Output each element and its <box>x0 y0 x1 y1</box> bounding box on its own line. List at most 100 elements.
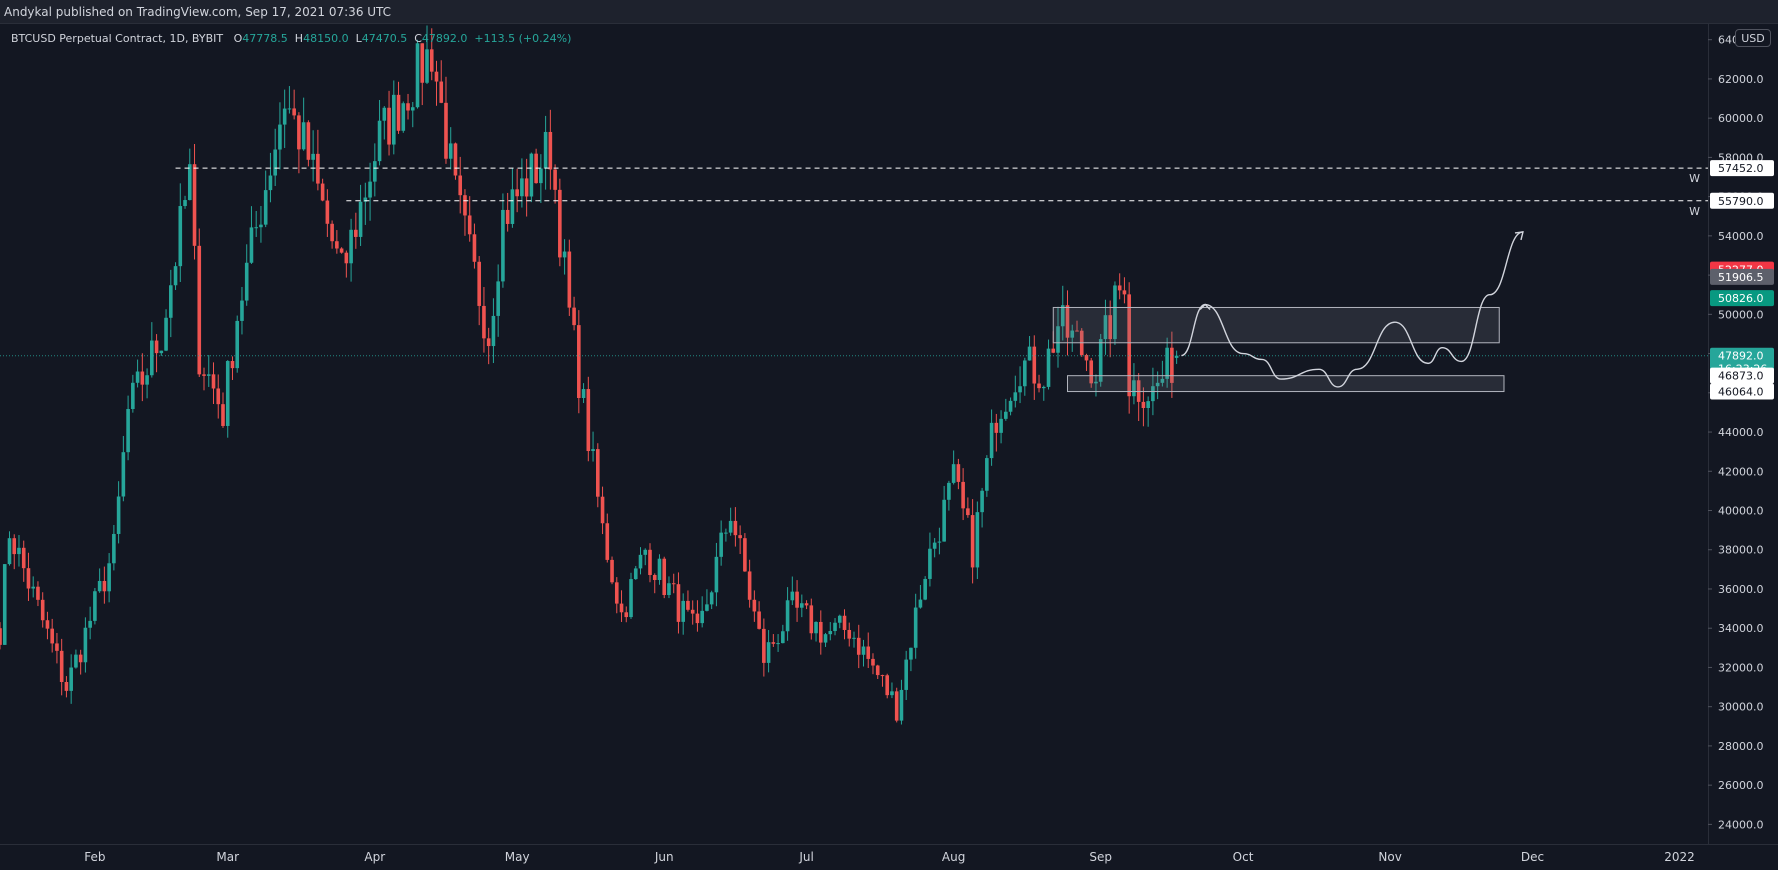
candle-body <box>55 643 59 651</box>
candle-body <box>482 305 486 339</box>
price-tick-label: 50000.0 <box>1718 308 1764 321</box>
candle-body <box>1108 315 1113 340</box>
candle-body <box>581 389 586 399</box>
candle-body <box>605 523 610 560</box>
candle-body <box>1146 401 1150 409</box>
candle-body <box>249 227 254 263</box>
candle-body <box>752 599 757 612</box>
price-tick-label: 26000.0 <box>1718 779 1764 792</box>
price-tick-label: 36000.0 <box>1718 583 1764 596</box>
candle-body <box>961 481 965 509</box>
candle-body <box>1089 360 1094 384</box>
candle-body <box>107 563 111 592</box>
candle-body <box>1127 294 1131 397</box>
candle-body <box>548 131 553 170</box>
level-tag: W <box>1689 205 1700 218</box>
low-key: L <box>355 32 362 45</box>
candle-body <box>102 580 107 592</box>
time-tick-label: 2022 <box>1664 850 1695 864</box>
candle-body <box>330 223 334 242</box>
candle-body <box>1151 386 1155 402</box>
candle-body <box>97 580 102 592</box>
candle-body <box>652 574 657 581</box>
candle-body <box>463 195 467 216</box>
candle-body <box>989 422 994 459</box>
candle-body <box>268 175 273 191</box>
candle-body <box>757 611 761 629</box>
candle-body <box>909 647 913 660</box>
price-axis-label: 47892.0 <box>1718 350 1764 363</box>
candle-body <box>719 532 723 557</box>
candle-body <box>633 568 638 580</box>
candle-body <box>852 637 856 639</box>
candle-body <box>112 533 116 564</box>
candle-body <box>363 197 368 202</box>
price-tick-label: 54000.0 <box>1718 230 1764 243</box>
candle-body <box>1027 346 1032 361</box>
candle-body <box>932 542 937 549</box>
candle-body <box>7 538 12 565</box>
price-axis-label: 46873.0 <box>1718 370 1764 383</box>
candlestick-chart[interactable]: 24000.0 26000.0 28000.0 30000.0 32000.0 34000… <box>0 24 1778 870</box>
candle-body <box>491 315 496 347</box>
candle-body <box>539 168 543 184</box>
candle-body <box>121 452 126 497</box>
price-axis-label-bg <box>1710 383 1774 400</box>
candle-body <box>800 603 804 608</box>
candle-body <box>899 689 904 721</box>
time-tick-label: May <box>505 850 530 864</box>
candle-body <box>747 571 752 600</box>
candle-body <box>510 189 515 224</box>
candle-body <box>0 628 2 645</box>
candle-body <box>429 49 434 72</box>
candle-body <box>671 583 676 585</box>
candle-body <box>847 629 852 639</box>
candle-body <box>1018 386 1022 393</box>
candle-body <box>320 183 325 201</box>
candle-body <box>975 512 980 568</box>
price-axis-label: 55790.0 <box>1718 195 1764 208</box>
candle-body <box>145 375 149 385</box>
candle-body <box>657 558 662 581</box>
candle-body <box>31 586 36 589</box>
candle-body <box>140 371 145 385</box>
candle-body <box>1046 348 1051 387</box>
candle-body <box>472 234 477 262</box>
candle-body <box>154 340 159 354</box>
candle-body <box>339 248 344 253</box>
range-zone <box>1067 375 1505 393</box>
range-zone <box>1052 306 1500 344</box>
price-axis-label-bg <box>1710 290 1774 307</box>
publisher-text: Andykal published on TradingView.com, Se… <box>4 5 392 19</box>
time-tick-label: Mar <box>216 850 239 864</box>
candle-body <box>524 178 529 197</box>
candle-body <box>842 615 847 630</box>
projection-arrowhead <box>1514 231 1524 241</box>
candle-body <box>240 300 244 321</box>
candle-body <box>790 591 795 601</box>
candle-body <box>771 642 776 644</box>
candle-body <box>553 169 557 190</box>
price-axis-label: 57452.0 <box>1718 162 1764 175</box>
candle-body <box>453 143 458 176</box>
candle-body <box>297 115 301 150</box>
time-tick-label: Oct <box>1233 850 1254 864</box>
candle-body <box>572 307 576 326</box>
price-tick-label: 34000.0 <box>1718 622 1764 635</box>
ohlc-legend: BTCUSD Perpetual Contract, 1D, BYBIT O47… <box>11 32 571 45</box>
open-value: 47778.5 <box>242 32 288 45</box>
candle-body <box>159 350 164 354</box>
candle-body <box>21 547 26 569</box>
candle-body <box>894 691 899 721</box>
candle-body <box>50 628 54 644</box>
candle-body <box>567 251 572 308</box>
candle-body <box>676 584 681 622</box>
candle-body <box>947 482 951 500</box>
candle-body <box>999 418 1003 433</box>
candle-body <box>662 558 667 596</box>
candle-body <box>776 643 780 645</box>
high-key: H <box>294 32 304 45</box>
candle-body <box>401 103 406 131</box>
currency-button[interactable]: USD <box>1735 29 1771 47</box>
candle-body <box>368 181 372 198</box>
